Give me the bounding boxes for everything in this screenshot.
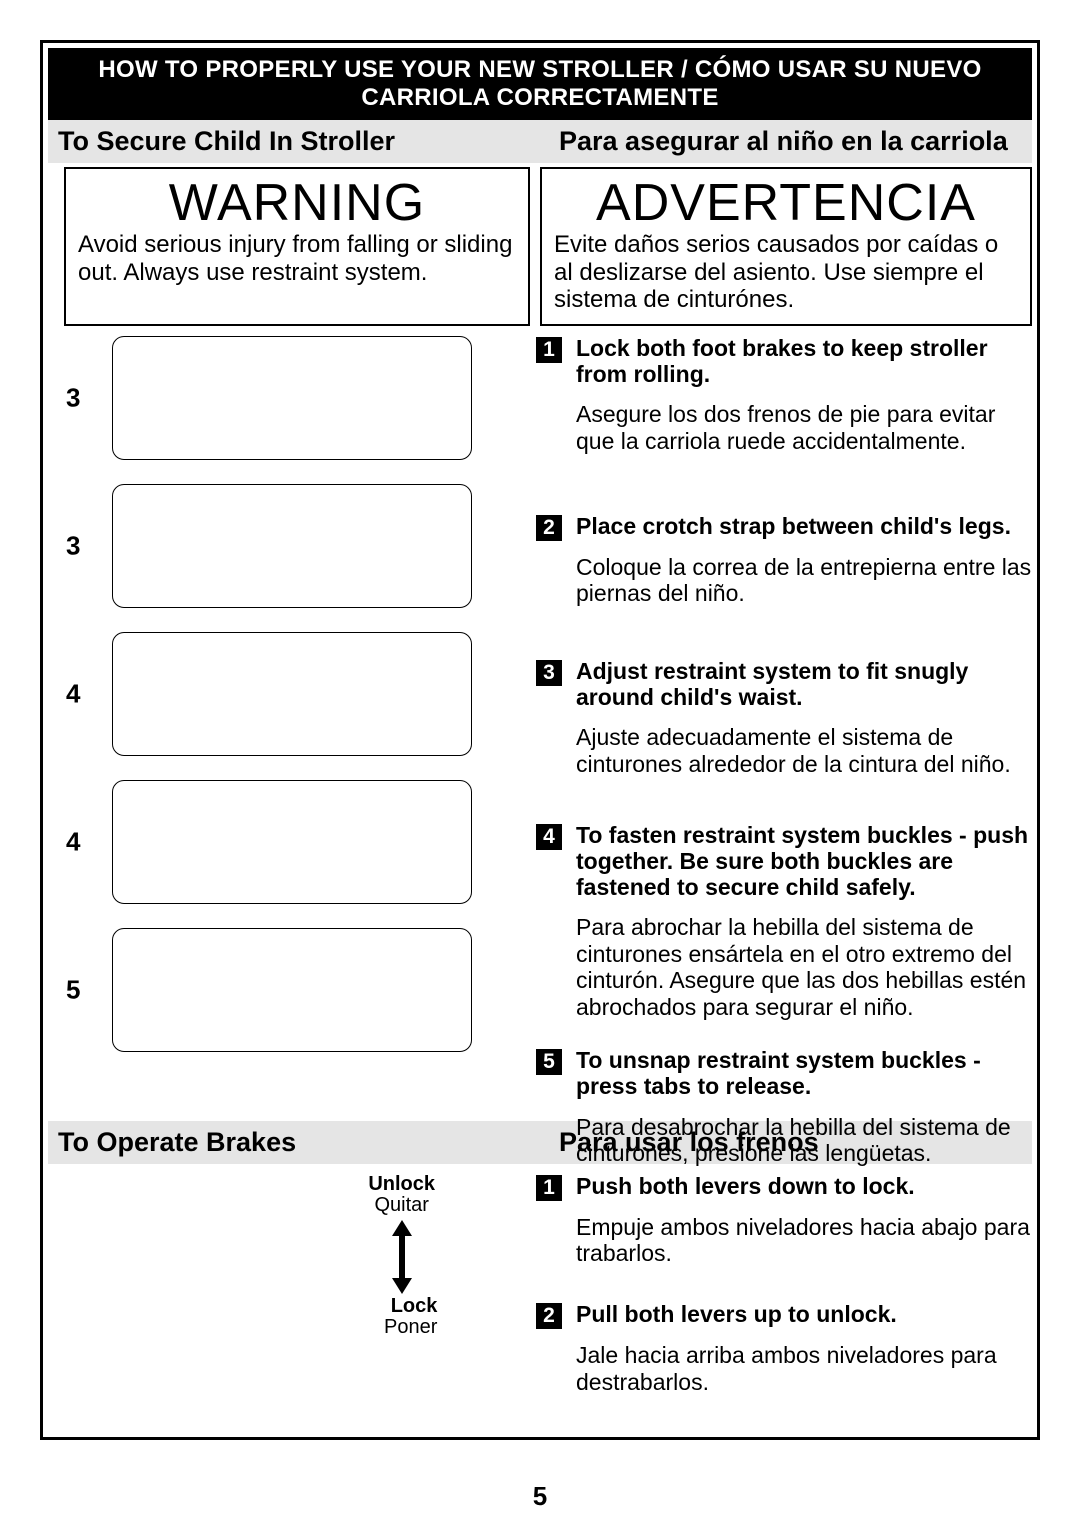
lock-label: Lock Poner [384, 1296, 437, 1338]
warning-text-es: Evite daños serios causados por caídas o… [554, 231, 1018, 314]
step-row: 2 Pull both levers up to unlock. Jale ha… [536, 1302, 1036, 1395]
diagram-number: 4 [66, 826, 80, 857]
diagram-placeholder [112, 780, 472, 904]
unlock-label-en: Unlock [368, 1173, 435, 1195]
warning-row: WARNING Avoid serious injury from fallin… [48, 167, 1032, 326]
step-number: 2 [536, 515, 562, 541]
step-row: 5 To unsnap restraint system buckles - p… [536, 1048, 1036, 1166]
step-number: 2 [536, 1303, 562, 1329]
lock-label-en: Lock [391, 1295, 438, 1317]
step-text-es: Jale hacia arriba ambos niveladores para… [576, 1342, 1036, 1395]
unlock-label-es: Quitar [374, 1194, 428, 1216]
diagram-block: 3 [66, 484, 496, 608]
secure-title-en: To Secure Child In Stroller [48, 120, 531, 163]
step-text-en: To unsnap restraint system buckles - pre… [576, 1048, 1036, 1100]
step-body: To unsnap restraint system buckles - pre… [576, 1048, 1036, 1166]
diagram-number: 3 [66, 530, 80, 561]
step-body: To fasten restraint system buckles - pus… [576, 823, 1036, 1020]
secure-title-row: To Secure Child In Stroller Para asegura… [48, 120, 1032, 163]
step-body: Place crotch strap between child's legs.… [576, 514, 1036, 607]
step-text-en: Adjust restraint system to fit snugly ar… [576, 659, 1036, 711]
unlock-label: Unlock Quitar [366, 1174, 437, 1216]
warning-label-en: WARNING [78, 177, 516, 229]
step-number: 5 [536, 1049, 562, 1075]
secure-content: 3 3 4 4 5 1 Loc [48, 336, 1032, 1116]
diagram-placeholder [112, 632, 472, 756]
brake-arrow-wrap: Unlock Quitar Lock Poner [366, 1174, 437, 1338]
step-text-en: To fasten restraint system buckles - pus… [576, 823, 1036, 900]
step-text-es: Para desabrochar la hebilla del sistema … [576, 1114, 1036, 1167]
secure-title-es: Para asegurar al niño en la carriola [531, 120, 1032, 163]
diagram-block: 4 [66, 780, 496, 904]
diagram-placeholder [112, 336, 472, 460]
page-frame: HOW TO PROPERLY USE YOUR NEW STROLLER / … [40, 40, 1040, 1440]
diagram-placeholder [112, 928, 472, 1052]
step-text-en: Pull both levers up to unlock. [576, 1302, 1036, 1328]
step-text-en: Lock both foot brakes to keep stroller f… [576, 336, 1036, 388]
step-row: 3 Adjust restraint system to fit snugly … [536, 659, 1036, 777]
step-body: Adjust restraint system to fit snugly ar… [576, 659, 1036, 777]
diagram-number: 4 [66, 678, 80, 709]
diagram-block: 4 [66, 632, 496, 756]
warning-box-es: ADVERTENCIA Evite daños serios causados … [540, 167, 1032, 326]
step-text-en: Push both levers down to lock. [576, 1174, 1036, 1200]
step-body: Push both levers down to lock. Empuje am… [576, 1174, 1036, 1267]
step-number: 1 [536, 337, 562, 363]
warning-label-es: ADVERTENCIA [554, 177, 1018, 229]
step-row: 2 Place crotch strap between child's leg… [536, 514, 1036, 607]
step-text-es: Asegure los dos frenos de pie para evita… [576, 401, 1036, 454]
lock-label-es: Poner [384, 1316, 437, 1338]
diagram-block: 3 [66, 336, 496, 460]
brakes-steps-column: 1 Push both levers down to lock. Empuje … [536, 1174, 1036, 1423]
step-number: 3 [536, 660, 562, 686]
double-arrow-icon [390, 1220, 414, 1294]
step-number: 1 [536, 1175, 562, 1201]
step-text-es: Empuje ambos niveladores hacia abajo par… [576, 1214, 1036, 1267]
brakes-content: Unlock Quitar Lock Poner 1 Push both lev… [48, 1174, 1032, 1384]
diagram-placeholder [112, 484, 472, 608]
page-number: 5 [533, 1481, 547, 1512]
brakes-diagram-area: Unlock Quitar Lock Poner [66, 1174, 496, 1384]
diagram-number: 5 [66, 974, 80, 1005]
step-number: 4 [536, 824, 562, 850]
warning-text-en: Avoid serious injury from falling or sli… [78, 231, 516, 286]
step-text-es: Para abrochar la hebilla del sistema de … [576, 914, 1036, 1020]
step-text-es: Ajuste adecuadamente el sistema de cintu… [576, 724, 1036, 777]
step-text-en: Place crotch strap between child's legs. [576, 514, 1036, 540]
warning-box-en: WARNING Avoid serious injury from fallin… [64, 167, 530, 326]
step-row: 1 Lock both foot brakes to keep stroller… [536, 336, 1036, 454]
page-header: HOW TO PROPERLY USE YOUR NEW STROLLER / … [48, 48, 1032, 120]
diagram-column: 3 3 4 4 5 [66, 336, 496, 1076]
brakes-title-en: To Operate Brakes [48, 1121, 531, 1164]
step-text-es: Coloque la correa de la entrepierna entr… [576, 554, 1036, 607]
step-body: Pull both levers up to unlock. Jale haci… [576, 1302, 1036, 1395]
step-row: 1 Push both levers down to lock. Empuje … [536, 1174, 1036, 1267]
step-row: 4 To fasten restraint system buckles - p… [536, 823, 1036, 1020]
diagram-number: 3 [66, 382, 80, 413]
secure-steps-column: 1 Lock both foot brakes to keep stroller… [536, 336, 1036, 1195]
diagram-block: 5 [66, 928, 496, 1052]
step-body: Lock both foot brakes to keep stroller f… [576, 336, 1036, 454]
